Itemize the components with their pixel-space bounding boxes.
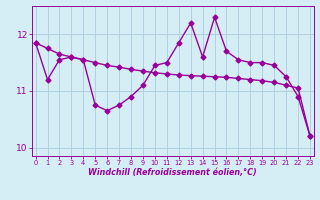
X-axis label: Windchill (Refroidissement éolien,°C): Windchill (Refroidissement éolien,°C) xyxy=(89,168,257,177)
